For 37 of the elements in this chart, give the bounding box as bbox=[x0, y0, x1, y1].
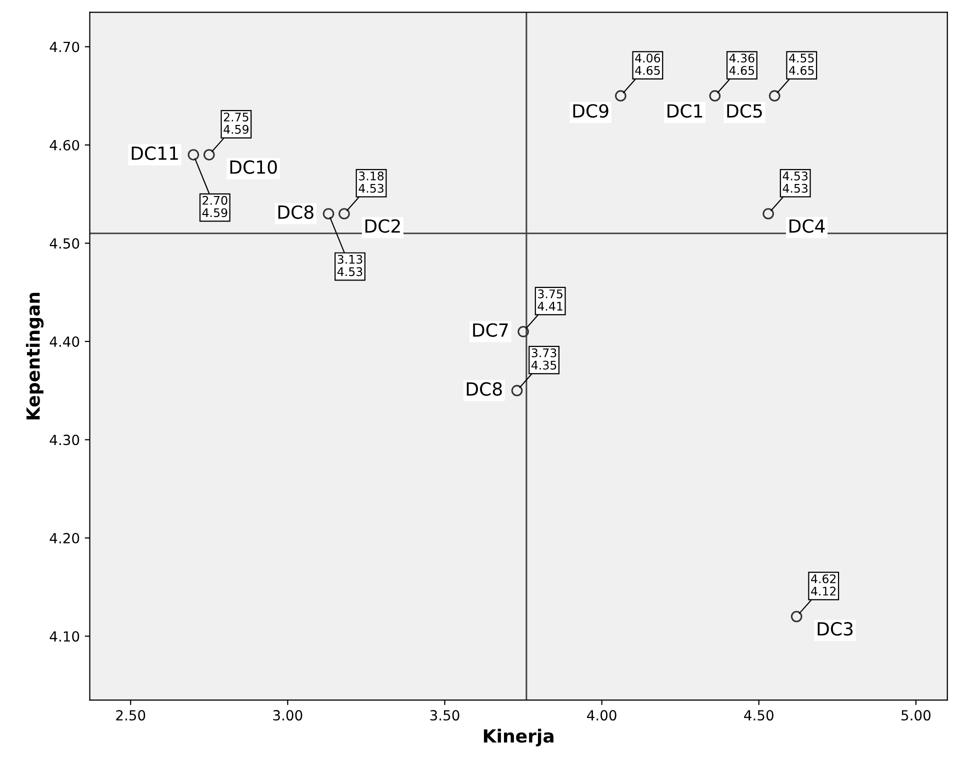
data-label: 3.75 4.41 bbox=[538, 289, 562, 311]
annotation: DC11 bbox=[132, 146, 178, 160]
y-tick-label: 4.40 bbox=[50, 336, 80, 347]
y-tick-label: 4.50 bbox=[50, 238, 80, 249]
data-label: 2.70 4.59 bbox=[202, 196, 228, 218]
y-tick-label: 4.60 bbox=[50, 140, 80, 150]
annotation: DC8 bbox=[466, 382, 502, 396]
annotation: DC4 bbox=[790, 219, 825, 233]
x-tick-label: 2.50 bbox=[116, 710, 146, 721]
data-label: 4.53 4.53 bbox=[782, 172, 808, 193]
data-label: 4.62 4.12 bbox=[811, 574, 836, 596]
x-tick-label: 4.00 bbox=[587, 710, 616, 721]
data-label: 3.18 4.53 bbox=[358, 172, 384, 193]
x-tick-label: 4.50 bbox=[744, 710, 774, 721]
annotation: DC5 bbox=[727, 104, 762, 118]
y-axis-title: Kepentingan bbox=[26, 292, 44, 420]
x-tick-label: 3.50 bbox=[430, 710, 460, 721]
annotation: DC10 bbox=[230, 160, 277, 174]
y-tick-label: 4.70 bbox=[50, 42, 80, 52]
annotation: DC7 bbox=[473, 323, 508, 337]
y-tick-label: 4.10 bbox=[50, 631, 80, 642]
data-label: 3.73 4.35 bbox=[531, 348, 556, 370]
x-axis-title: Kinerja bbox=[484, 728, 554, 746]
annotation: DC2 bbox=[365, 219, 400, 233]
data-label: 4.55 4.65 bbox=[789, 54, 814, 75]
annotation: DC9 bbox=[573, 104, 608, 118]
annotation: DC8 bbox=[278, 205, 314, 219]
annotation: DC1 bbox=[668, 104, 702, 118]
x-tick-label: 3.00 bbox=[273, 710, 302, 721]
x-tick-label: 5.00 bbox=[902, 710, 930, 721]
data-label: 4.36 4.65 bbox=[729, 54, 754, 75]
data-label: 4.06 4.65 bbox=[635, 54, 660, 75]
data-label: 3.13 4.53 bbox=[337, 254, 362, 276]
data-label: 2.75 4.59 bbox=[224, 112, 248, 134]
annotation: DC3 bbox=[818, 622, 853, 636]
y-tick-label: 4.20 bbox=[50, 532, 80, 544]
y-tick-label: 4.30 bbox=[50, 434, 80, 446]
